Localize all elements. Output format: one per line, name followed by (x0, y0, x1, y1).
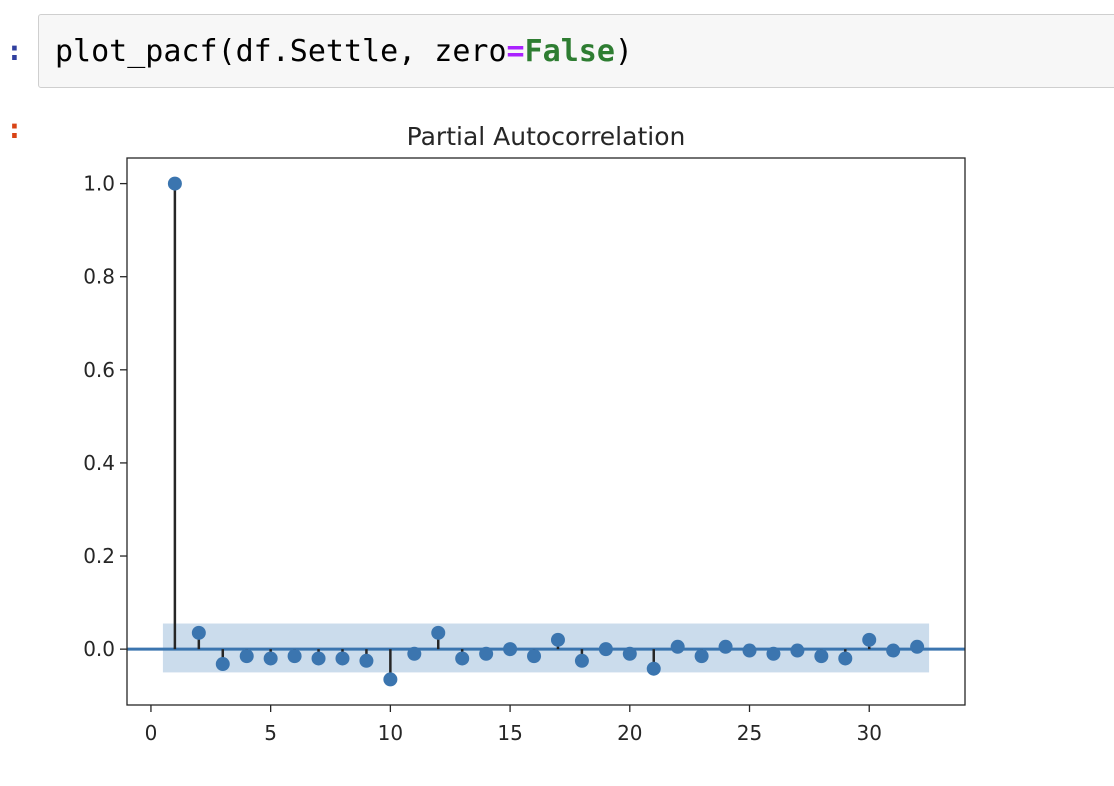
output-prompt: : (6, 112, 23, 145)
data-point-lag-11 (407, 646, 422, 661)
data-point-lag-22 (670, 639, 685, 654)
data-point-lag-19 (598, 642, 613, 657)
x-tick-label: 0 (145, 721, 158, 745)
data-point-lag-8 (335, 651, 350, 666)
data-point-lag-20 (622, 646, 637, 661)
code-cell[interactable]: plot_pacf(df.Settle, zero=False) (38, 14, 1114, 88)
data-point-lag-15 (503, 642, 518, 657)
data-point-lag-1 (167, 176, 182, 191)
data-point-lag-23 (694, 649, 709, 664)
data-point-lag-25 (742, 643, 757, 658)
data-point-lag-21 (646, 661, 661, 676)
code-close: ) (614, 34, 633, 69)
data-point-lag-2 (191, 625, 206, 640)
data-point-lag-5 (263, 651, 278, 666)
y-tick-label: 0.2 (83, 544, 115, 568)
input-prompt: : (6, 34, 23, 67)
code-func: plot_pacf (55, 34, 218, 69)
plot-frame (126, 157, 966, 706)
data-point-lag-10 (383, 672, 398, 687)
data-point-lag-26 (766, 646, 781, 661)
chart-title: Partial Autocorrelation (407, 122, 686, 151)
data-point-lag-3 (215, 657, 230, 672)
data-point-lag-17 (550, 632, 565, 647)
data-point-lag-13 (455, 651, 470, 666)
data-point-lag-14 (479, 646, 494, 661)
y-tick-label: 0.0 (83, 637, 115, 661)
data-point-lag-24 (718, 639, 733, 654)
code-args: (df.Settle, zero (217, 34, 507, 69)
data-point-lag-4 (239, 649, 254, 664)
data-point-lag-6 (287, 649, 302, 664)
x-tick-label: 20 (617, 721, 642, 745)
data-point-lag-12 (431, 625, 446, 640)
x-tick-label: 5 (264, 721, 277, 745)
x-tick-label: 10 (378, 721, 403, 745)
data-point-lag-7 (311, 651, 326, 666)
x-tick-label: 30 (857, 721, 882, 745)
data-point-lag-29 (838, 651, 853, 666)
data-point-lag-16 (527, 649, 542, 664)
y-tick-label: 0.8 (83, 265, 115, 289)
data-point-lag-27 (790, 643, 805, 658)
code-keyword: False (524, 34, 615, 69)
code-line[interactable]: plot_pacf(df.Settle, zero=False) (55, 34, 633, 69)
data-point-lag-30 (862, 632, 877, 647)
x-tick-label: 15 (497, 721, 522, 745)
data-point-lag-28 (814, 649, 829, 664)
code-operator: = (506, 34, 525, 69)
data-point-lag-31 (886, 643, 901, 658)
data-point-lag-9 (359, 653, 374, 668)
data-point-lag-32 (910, 639, 925, 654)
y-tick-label: 0.4 (83, 451, 115, 475)
x-tick-label: 25 (737, 721, 762, 745)
y-tick-label: 0.6 (83, 358, 115, 382)
data-point-lag-18 (574, 653, 589, 668)
y-tick-label: 1.0 (83, 172, 115, 196)
